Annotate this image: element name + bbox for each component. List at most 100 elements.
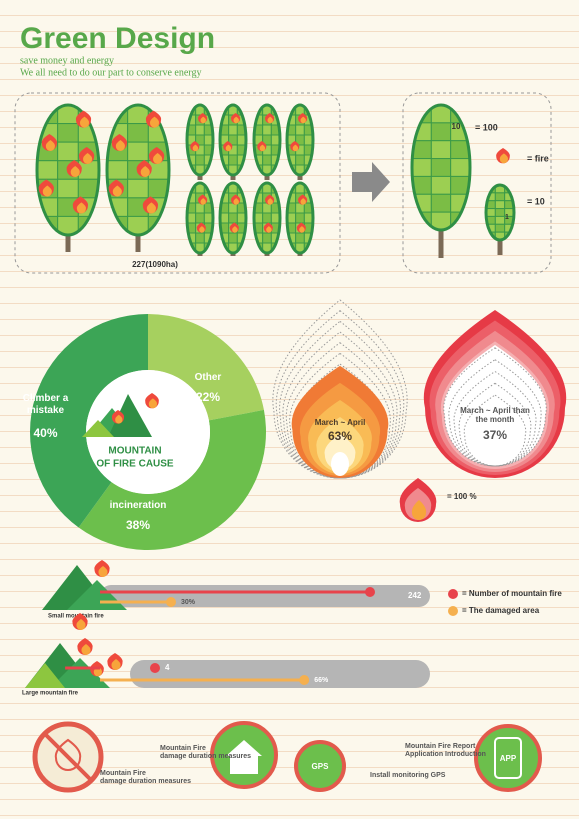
cell <box>450 158 470 177</box>
mountain-icon <box>82 420 114 437</box>
cell <box>127 178 149 199</box>
key-flame <box>411 500 427 520</box>
cell <box>37 160 59 180</box>
cell <box>494 215 506 225</box>
donut-slice <box>78 409 266 550</box>
cell <box>107 160 129 180</box>
fire-icon <box>76 619 86 630</box>
cell <box>262 212 272 224</box>
crown <box>484 183 516 242</box>
fire-icon <box>267 116 273 124</box>
donut-slice <box>30 314 148 528</box>
cell <box>494 223 506 233</box>
fire-icon <box>42 185 52 197</box>
value-label: 63% <box>327 429 353 443</box>
bar-end <box>166 597 176 607</box>
fire-icon <box>149 116 160 128</box>
fire-icon <box>115 140 125 151</box>
icon-text: GPS <box>312 762 330 771</box>
trunk <box>438 225 444 258</box>
cell <box>127 123 149 143</box>
crown <box>218 181 248 255</box>
caption: 227(1090ha) <box>132 260 178 269</box>
fire-icon <box>192 144 199 152</box>
fire-icon <box>499 153 509 164</box>
cell <box>494 200 506 210</box>
fire-icon <box>146 202 156 214</box>
cell <box>494 192 506 202</box>
donut-slice <box>148 314 264 421</box>
dotted-outline <box>272 299 408 479</box>
crown <box>185 103 215 177</box>
cell <box>228 232 238 244</box>
cell <box>295 154 305 166</box>
fire-icon <box>200 116 206 124</box>
crown <box>218 103 248 177</box>
fire-icon <box>81 644 91 655</box>
cell <box>295 232 305 244</box>
fire-icon <box>267 198 273 205</box>
fire-icon <box>233 198 239 205</box>
footer-label: Mountain Fire <box>100 770 146 777</box>
subtitle: save money and energy <box>20 55 114 66</box>
cell <box>262 124 272 136</box>
arrow <box>352 162 390 202</box>
track <box>100 585 430 607</box>
donut-title: OF FIRE CAUSE <box>96 459 174 470</box>
fire-icon <box>153 153 163 165</box>
footer-label: Application Introduction <box>405 751 486 758</box>
trunk <box>135 230 141 252</box>
category-label: Large mountain fire <box>22 691 79 697</box>
dotted-outline <box>453 370 537 467</box>
bar-end <box>365 587 375 597</box>
category-label: March ~ April than the month <box>460 406 530 425</box>
cell <box>295 212 305 224</box>
fire-icon <box>76 202 86 214</box>
fire-icon <box>45 140 55 151</box>
cell <box>127 141 149 162</box>
crown <box>105 103 171 237</box>
footer-label: damage duration measures <box>160 753 252 760</box>
bar-end <box>299 675 310 685</box>
value-label: 37% <box>482 428 508 442</box>
category-label: Climber a mistake <box>22 393 69 416</box>
icon-phone <box>494 737 522 779</box>
value-label: 242 <box>408 591 422 600</box>
trunk <box>497 235 503 255</box>
cell <box>228 212 238 224</box>
key-text: = 100 % <box>447 492 477 501</box>
fire-icon <box>83 153 93 165</box>
fire-icon <box>259 144 266 152</box>
fire-icon <box>148 398 158 409</box>
icon-slash <box>43 732 93 782</box>
crown <box>285 103 315 177</box>
fire-icon <box>140 166 150 177</box>
bar-end <box>150 663 160 673</box>
crown <box>410 103 472 232</box>
fire-icon <box>292 144 299 152</box>
panel <box>402 92 552 274</box>
fire-icon <box>98 566 108 577</box>
icon-text: APP <box>500 754 517 763</box>
cell <box>195 212 205 224</box>
category-label: incineration <box>109 500 167 511</box>
value-label: 4 <box>165 663 170 672</box>
fire-icon <box>200 198 206 205</box>
cell <box>195 124 205 136</box>
footer-label: Mountain Fire <box>160 745 206 752</box>
fire-icon <box>199 226 205 233</box>
cell <box>195 154 205 166</box>
fire-icon <box>300 116 306 124</box>
title: Green Design <box>20 22 215 55</box>
flame <box>443 345 547 467</box>
mountain-icon <box>108 394 152 437</box>
fire-icon <box>232 226 238 233</box>
fire-icon <box>111 659 121 670</box>
legend-text: = fire <box>527 153 549 163</box>
crown <box>252 181 282 255</box>
crown <box>35 103 101 237</box>
mountain-icon <box>25 663 65 688</box>
cell <box>494 208 506 217</box>
track <box>130 660 430 688</box>
fire-icon <box>299 226 305 233</box>
